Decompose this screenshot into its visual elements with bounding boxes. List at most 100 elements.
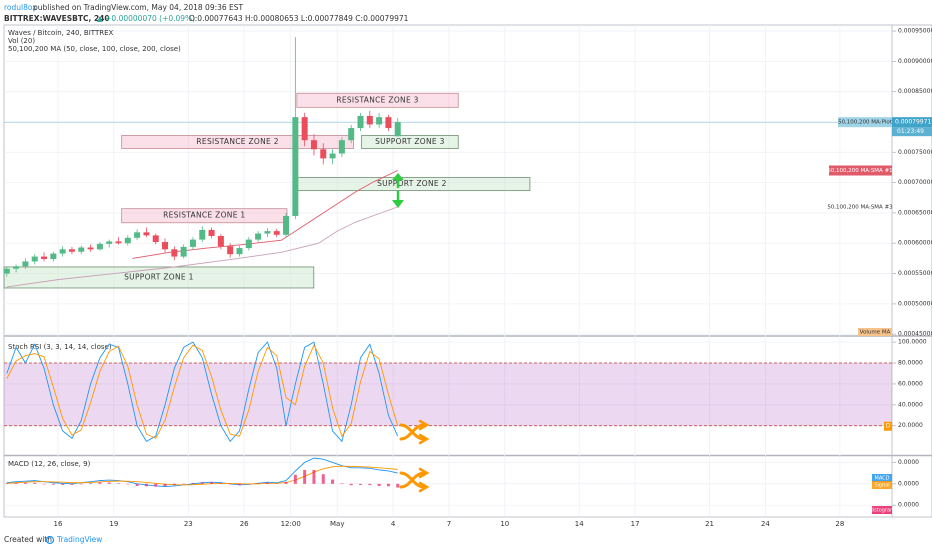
y-tick-label: 80.0000 [898,360,923,367]
x-tick-label: 19 [109,520,118,528]
footer-created: Created with [4,535,52,544]
y-tick-label: 0.0000 [898,459,919,466]
zone-label: SUPPORT ZONE 2 [377,179,447,188]
candle-body [189,239,196,247]
histogram-bar [126,483,130,485]
candle-body [152,235,159,243]
legend-label: Signal [874,483,889,489]
macd-line [6,465,398,486]
histogram-bar [340,483,344,484]
histogram-bar [349,483,353,486]
x-tick-label: 7 [447,520,451,528]
histogram-bar [284,481,288,484]
histogram-bar [33,482,37,484]
candle-body [394,122,401,137]
histogram-bar [163,483,167,487]
zone [296,92,459,108]
y-tick-label: 0.00055000 [898,270,932,277]
zone-label: RESISTANCE ZONE 1 [163,211,245,220]
x-tick-label: May [330,520,344,528]
histogram-bar [42,483,46,485]
histogram-bar [191,482,195,484]
histogram-bar [275,483,279,484]
zone [361,135,459,149]
histogram-bar [303,469,307,484]
plot-label: 50,100,200 MA:Plot [838,120,893,126]
pane-title: MACD (12, 26, close, 9) [8,460,91,468]
series-marker-box [884,421,892,431]
legend-box [872,474,892,482]
candle-body [134,232,141,238]
ma-line [132,170,398,259]
histogram-bar [293,474,297,484]
y-tick-label: 0.00065000 [898,209,932,216]
candle-body [3,268,10,274]
histogram-bar [200,482,204,484]
x-tick-label: 16 [54,520,63,528]
histogram-bar [386,483,390,487]
countdown-box [892,127,932,137]
histogram-bar [107,482,111,484]
histogram-bar [144,483,148,487]
histogram-bar [154,483,158,487]
x-tick-label: 12:00 [281,520,301,528]
change: ▲ +0.00000070 (+0.09%) [97,14,195,23]
price-label: 0.00079971 [895,119,931,126]
y-tick-label: 60.0000 [898,380,923,387]
histogram-bar [368,483,372,486]
candle-body [87,247,94,250]
footer-brand[interactable]: TradingView [56,535,102,544]
volume-label: Volume MA [860,330,891,336]
histogram-bar [247,483,251,485]
candle-body [245,239,252,249]
candle-body [50,253,57,260]
histogram-bar [172,483,176,486]
histogram-bar [23,482,27,484]
candle-body [357,115,364,129]
x-tick-label: 4 [391,520,396,528]
candle-body [22,261,29,267]
histogram-bar [116,483,120,484]
histogram-bar [51,483,55,485]
histogram-bar [359,483,363,485]
zone [121,208,288,224]
histogram-bar [5,483,9,484]
publisher[interactable]: rodul8ox [4,3,37,12]
y-tick-label: 0.00075000 [898,149,932,156]
cross-icon [399,419,430,445]
candle-body [227,246,234,255]
ma-label: 50,100,200 MA:SMA #3 [827,204,893,210]
histogram-bar [70,483,74,485]
zone-label: RESISTANCE ZONE 3 [336,95,418,104]
legend-box [872,481,892,489]
y-tick-label: 0.00070000 [898,179,932,186]
histogram-bar [237,483,241,486]
x-tick-label: 17 [631,520,640,528]
legend-box [872,506,892,514]
band [4,363,892,426]
candle-body [329,153,336,159]
y-tick-label: 100.0000 [898,339,927,346]
candle-body [264,231,271,234]
histogram-bar [396,483,400,488]
histogram-bar [256,483,260,484]
zone-label: SUPPORT ZONE 3 [375,137,445,146]
price-label-box [892,117,932,128]
candle-body [180,246,187,257]
candle-body [301,117,308,141]
y-tick-label: 0.00050000 [898,300,932,307]
candle-body [59,249,66,254]
legend-label: MACD [875,476,890,482]
histogram-bar [265,482,269,484]
legend-label: Histogram [869,508,895,514]
y-tick-label: 20.0000 [898,422,923,429]
x-tick-label: 26 [240,520,249,528]
osc-line [6,344,399,439]
candle-body [283,215,290,235]
plot-label-box [838,117,892,128]
candle-body [255,233,262,240]
candle-body [376,117,383,125]
candle-body [199,229,206,240]
candle-body [217,235,224,247]
